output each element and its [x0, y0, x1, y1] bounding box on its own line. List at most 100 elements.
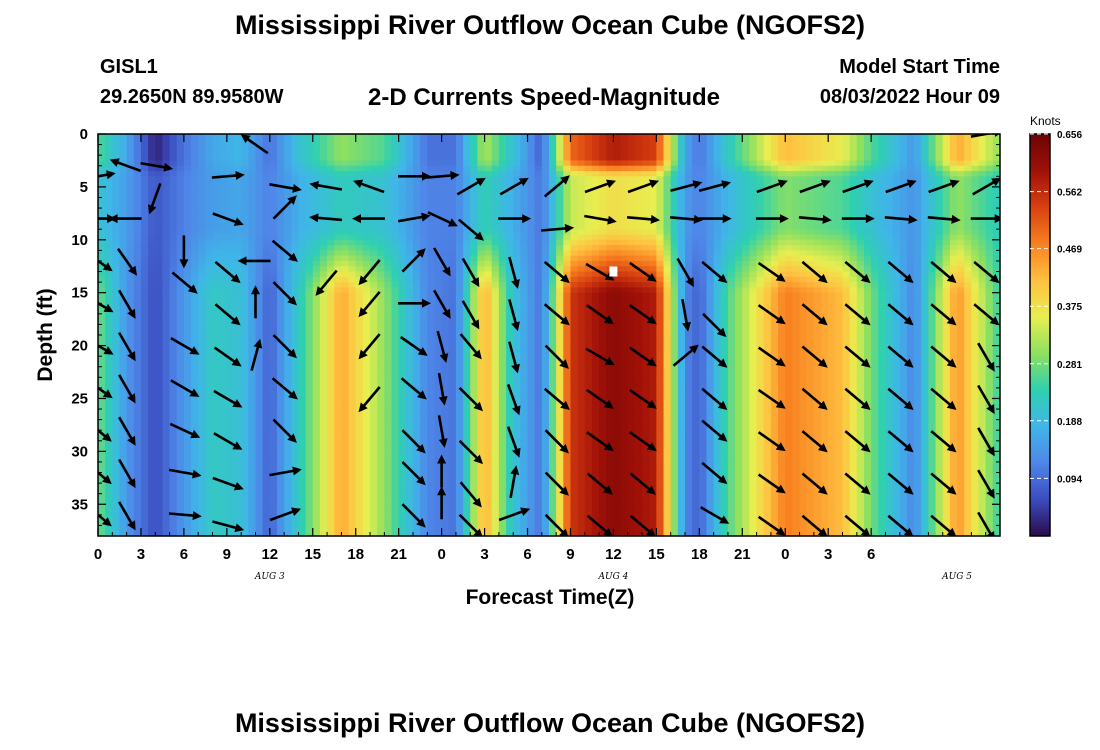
heatmap-cell: [362, 319, 371, 326]
heatmap-cell: [477, 229, 486, 236]
heatmap-cell: [463, 160, 471, 167]
heatmap-cell: [126, 414, 135, 421]
heatmap-cell: [140, 144, 149, 151]
heatmap-cell: [455, 160, 464, 167]
heatmap-cell: [126, 234, 135, 241]
heatmap-cell: [377, 171, 385, 177]
heatmap-cell: [412, 223, 421, 230]
heatmap-cell: [234, 197, 242, 204]
heatmap-cell: [327, 435, 335, 442]
heatmap-cell: [348, 155, 357, 162]
heatmap-cell: [248, 144, 257, 151]
heatmap-cell: [241, 472, 249, 479]
heatmap-cell: [291, 324, 300, 331]
heatmap-cell: [133, 430, 142, 437]
heatmap-cell: [412, 504, 421, 511]
heatmap-cell: [463, 477, 471, 484]
heatmap-cell: [205, 134, 214, 140]
heatmap-cell: [448, 276, 457, 283]
heatmap-cell: [105, 361, 113, 368]
heatmap-cell: [362, 186, 371, 193]
heatmap-cell: [341, 250, 350, 257]
heatmap-cell: [269, 335, 278, 341]
heatmap-cell: [284, 525, 292, 532]
heatmap-cell: [541, 239, 550, 246]
heatmap-cell: [498, 292, 507, 299]
heatmap-cell: [477, 266, 486, 273]
heatmap-cell: [305, 440, 314, 447]
heatmap-cell: [370, 409, 378, 415]
heatmap-cell: [348, 223, 357, 230]
heatmap-cell: [420, 292, 428, 299]
heatmap-cell: [298, 229, 307, 236]
heatmap-cell: [534, 276, 543, 283]
heatmap-cell: [219, 292, 228, 299]
heatmap-cell: [148, 149, 156, 156]
heatmap-cell: [298, 176, 307, 183]
heatmap-cell: [262, 287, 271, 294]
heatmap-cell: [133, 223, 142, 230]
heatmap-cell: [534, 424, 543, 431]
heatmap-cell: [448, 387, 457, 394]
heatmap-cell: [291, 319, 300, 326]
heatmap-cell: [327, 313, 335, 320]
heatmap-cell: [455, 213, 464, 220]
heatmap-cell: [420, 398, 428, 405]
heatmap-cell: [198, 271, 206, 278]
heatmap-cell: [513, 377, 521, 384]
heatmap-cell: [455, 509, 464, 516]
heatmap-cell: [119, 192, 128, 199]
heatmap-cell: [126, 361, 135, 368]
heatmap-cell: [420, 192, 428, 199]
heatmap-cell: [219, 456, 228, 463]
heatmap-cell: [563, 393, 572, 400]
heatmap-cell: [405, 313, 414, 320]
heatmap-cell: [362, 139, 371, 146]
heatmap-cell: [434, 218, 443, 225]
heatmap-cell: [441, 134, 450, 140]
heatmap-cell: [269, 260, 278, 267]
heatmap-cell: [377, 144, 385, 151]
heatmap-cell: [334, 208, 342, 214]
heatmap-cell: [298, 271, 307, 278]
heatmap-cell: [212, 435, 221, 442]
heatmap-cell: [162, 520, 171, 527]
heatmap-cell: [148, 171, 156, 177]
heatmap-cell: [448, 319, 457, 326]
heatmap-cell: [463, 525, 471, 532]
heatmap-cell: [556, 282, 564, 288]
heatmap-cell: [491, 176, 500, 183]
heatmap-cell: [405, 134, 414, 140]
heatmap-cell: [105, 239, 113, 246]
heatmap-cell: [162, 160, 171, 167]
heatmap-cell: [441, 340, 450, 347]
heatmap-cell: [119, 319, 128, 326]
heatmap-cell: [169, 319, 178, 326]
heatmap-cell: [398, 509, 407, 516]
heatmap-cell: [241, 483, 249, 489]
heatmap-cell: [334, 340, 342, 347]
heatmap-cell: [420, 435, 428, 442]
heatmap-cell: [183, 483, 192, 489]
heatmap-cell: [391, 260, 400, 267]
heatmap-cell: [498, 483, 507, 489]
heatmap-cell: [140, 313, 149, 320]
heatmap-cell: [427, 451, 436, 458]
heatmap-cell: [455, 456, 464, 463]
heatmap-cell: [183, 239, 192, 246]
heatmap-cell: [377, 202, 385, 209]
heatmap-cell: [448, 403, 457, 410]
heatmap-cell: [298, 361, 307, 368]
heatmap-cell: [556, 340, 564, 347]
heatmap-cell: [112, 276, 121, 283]
heatmap-cell: [112, 186, 121, 193]
heatmap-cell: [334, 271, 342, 278]
heatmap-cell: [262, 451, 271, 458]
heatmap-cell: [112, 419, 121, 426]
heatmap-cell: [448, 440, 457, 447]
heatmap-cell: [262, 372, 271, 378]
heatmap-cell: [434, 144, 443, 151]
heatmap-cell: [398, 530, 407, 536]
heatmap-cell: [198, 451, 206, 458]
heatmap-cell: [105, 372, 113, 378]
